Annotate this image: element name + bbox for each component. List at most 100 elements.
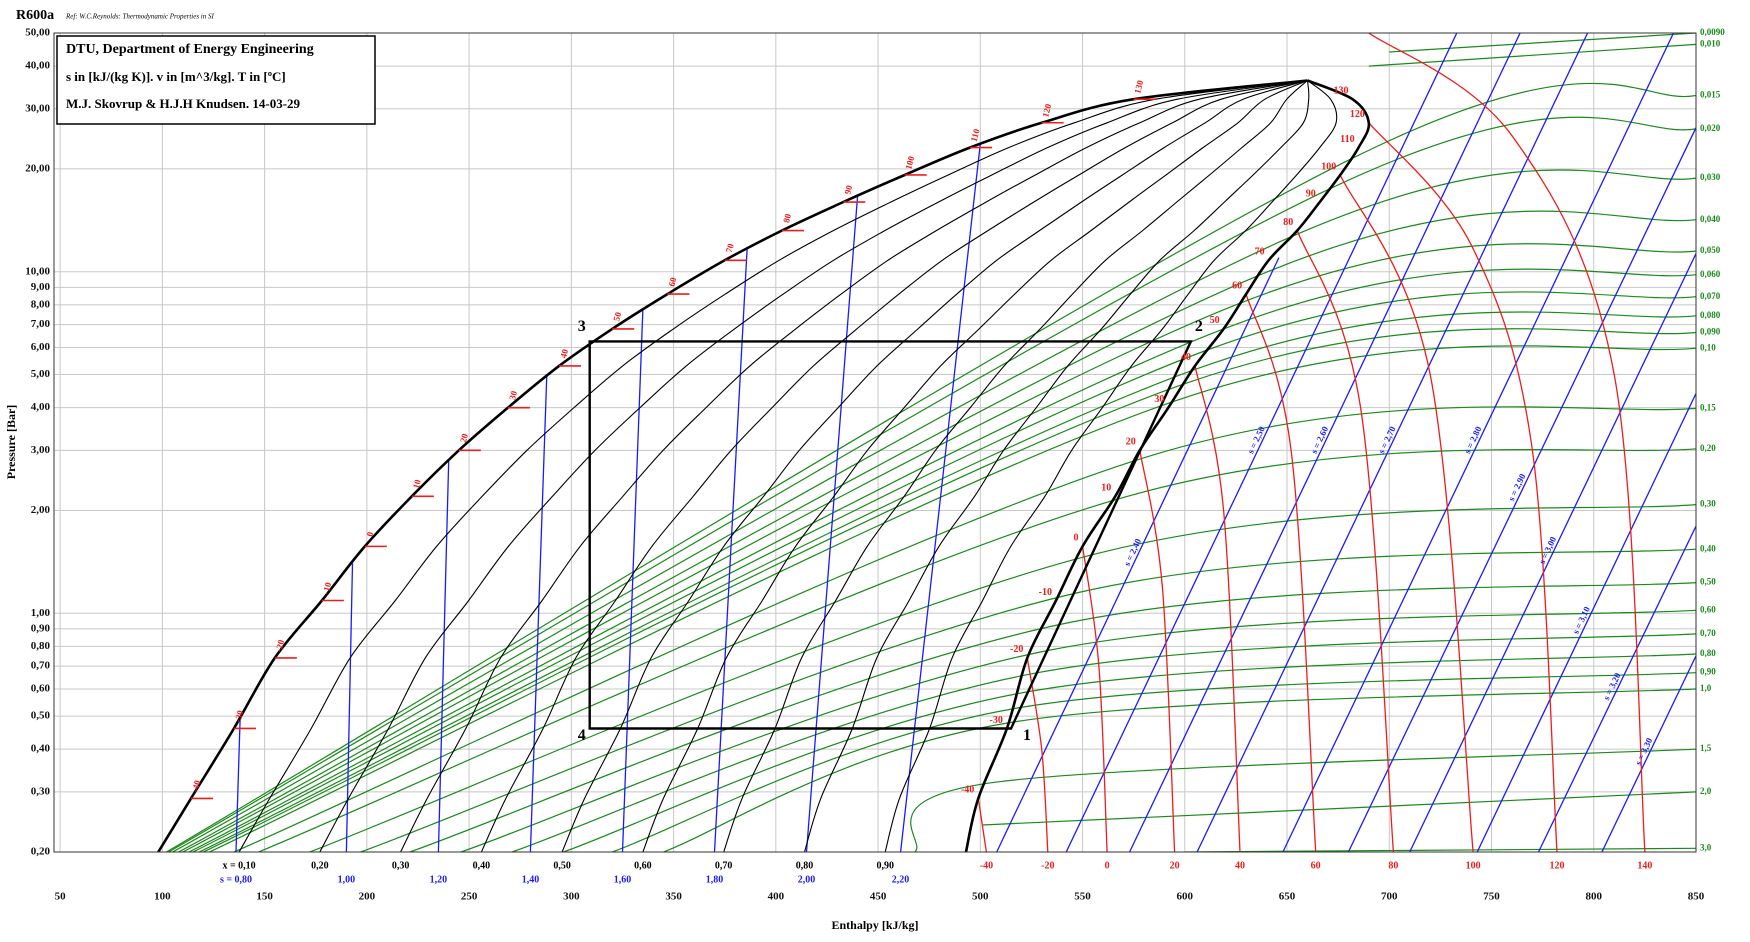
isentrope-label: 1,00 [338, 874, 356, 885]
isochore [1389, 33, 1696, 53]
quality-label: 0,70 [715, 860, 733, 871]
isotherm-label: 0 [1105, 860, 1110, 871]
isentrope-label: 2,00 [798, 874, 816, 885]
isochore-label: 0,070 [1700, 291, 1721, 301]
chart-subtitle: Ref: W.C.Reynolds: Thermodynamic Propert… [65, 13, 214, 21]
temperature-label: 100 [1321, 161, 1336, 172]
isentrope [1476, 393, 1696, 852]
y-tick-label: 0,40 [31, 743, 51, 755]
x-tick-label: 400 [768, 891, 785, 903]
isentrope-label: 1,60 [614, 874, 632, 885]
isentrope-label: 1,80 [706, 874, 724, 885]
temperature-label: 50 [1210, 315, 1220, 326]
isochore-label: 0,10 [1700, 342, 1716, 352]
isentrope [713, 247, 748, 852]
x-tick-label: 100 [154, 891, 171, 903]
isentrope [1347, 127, 1696, 852]
isotherm-label: 80 [1388, 860, 1398, 871]
temperature-label: 110 [969, 127, 982, 143]
isochore [166, 82, 1696, 852]
isentrope [996, 257, 1280, 852]
x-tick-label: 150 [256, 891, 273, 903]
isochore [1184, 847, 1696, 852]
isochore-label: 0,090 [1700, 327, 1721, 337]
isotherm-label: 100 [1466, 860, 1481, 871]
quality-line [480, 79, 1308, 852]
isochore [209, 345, 1696, 852]
y-tick-label: 3,00 [31, 444, 51, 456]
isochore-label: 0,30 [1700, 499, 1716, 509]
temperature-label: 40 [1181, 352, 1191, 363]
isochore [168, 116, 1696, 852]
temperature-label: 0 [1074, 533, 1079, 544]
isotherm [977, 798, 988, 852]
temperature-label: 100 [903, 154, 916, 170]
temperature-label: 120 [1350, 109, 1365, 120]
cycle-path [588, 340, 1193, 730]
isochore-label: 0,020 [1700, 123, 1721, 133]
isochore-label: 0,080 [1700, 310, 1721, 320]
isotherm [1139, 450, 1176, 852]
isentrope [1129, 33, 1521, 852]
temperature-label: 50 [611, 311, 623, 323]
temperature-label: 110 [1340, 134, 1354, 145]
y-tick-label: 0,90 [31, 622, 51, 634]
isochore [198, 311, 1696, 852]
x-tick-label: 750 [1483, 891, 1500, 903]
temperature-label: -10 [1039, 587, 1052, 598]
isentrope [1409, 253, 1696, 852]
x-tick-label: 250 [461, 891, 478, 903]
x-tick-label: 850 [1688, 891, 1705, 903]
quality-line [400, 79, 1308, 852]
isentrope [1601, 655, 1696, 852]
x-tick-label: 200 [359, 891, 376, 903]
quality-line [561, 79, 1308, 852]
isentrope-label: 1,40 [522, 874, 540, 885]
cycle-point-label: 1 [1023, 727, 1031, 744]
y-axis-title: Pressure [Bar] [4, 405, 18, 480]
isentrope [345, 563, 354, 852]
isochore [460, 609, 1696, 852]
plot-frame [53, 32, 1697, 853]
y-tick-label: 10,00 [25, 265, 50, 277]
isochore [258, 448, 1696, 852]
cycle-point-label: 2 [1195, 318, 1203, 335]
saturated-liquid-line [157, 79, 1308, 852]
isotherm [1081, 546, 1108, 852]
temperature-label: 130 [1132, 79, 1145, 95]
y-tick-label: 8,00 [31, 298, 51, 310]
cycle-point-label: 4 [578, 727, 586, 744]
chart-title: R600a [16, 8, 54, 23]
x-tick-label: 450 [870, 891, 887, 903]
quality-label: 0,40 [473, 860, 491, 871]
isotherm [1339, 174, 1474, 852]
y-tick-label: 40,00 [25, 60, 50, 72]
temperature-label: -20 [274, 638, 287, 653]
y-tick-label: 4,00 [31, 401, 51, 413]
isochore-label: 2,0 [1700, 786, 1712, 796]
cycle-point-label: 3 [578, 318, 586, 335]
quality-line [803, 80, 1310, 852]
isotherm-label: -40 [980, 860, 993, 871]
isochore-label: 0,80 [1700, 648, 1716, 658]
y-tick-label: 50,00 [25, 27, 50, 39]
isentrope [529, 374, 548, 852]
isentrope [1282, 33, 1675, 852]
curves [157, 33, 1696, 852]
isochore-label: 0,0090 [1700, 27, 1725, 37]
quality-label: 0,90 [876, 860, 894, 871]
isochore [360, 548, 1696, 852]
isentrope-label: 2,20 [892, 874, 910, 885]
isochore-label: 0,50 [1700, 577, 1716, 587]
info-box [56, 35, 376, 125]
temperature-label: 40 [558, 348, 570, 360]
grid [54, 32, 1697, 853]
isochore-label: 0,010 [1700, 38, 1721, 48]
y-tick-label: 0,50 [31, 710, 51, 722]
isotherm [1194, 365, 1241, 852]
quality-label: 0,60 [634, 860, 652, 871]
isotherm-label: -20 [1041, 860, 1054, 871]
temperature-label: 30 [1154, 394, 1164, 405]
isochore-label: 0,015 [1700, 90, 1721, 100]
